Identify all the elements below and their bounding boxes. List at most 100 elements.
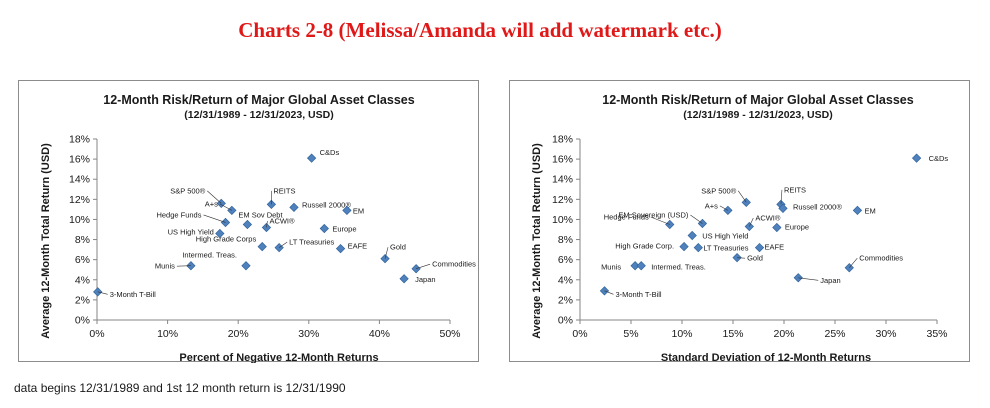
x-axis-label: Percent of Negative 12-Month Returns — [179, 352, 378, 363]
point-intermed-treas — [636, 261, 646, 271]
point-label-s-p-500: S&P 500® — [170, 186, 205, 195]
point-russell-2000 — [289, 202, 299, 213]
plot-area: 0% 2% 4% 6% 8% 10% 12% 14% 16% 18% 0% 5% 10% 15% 20% 25… — [552, 134, 948, 341]
x-tick-label: 50% — [439, 328, 460, 340]
y-tick-label: 18% — [69, 134, 90, 146]
point-label-intermed-treas: Intermed. Treas. — [182, 251, 237, 260]
point-high-grade-corps — [257, 241, 267, 252]
point-label-europe: Europe — [332, 224, 356, 233]
page-title: Charts 2-8 (Melissa/Amanda will add wate… — [238, 18, 722, 42]
y-tick-label: 16% — [552, 154, 573, 166]
leader-line — [690, 214, 703, 224]
plot-area: 0% 2% 4% 6% 8% 10% 12% 14% 16% 18% 0% 10% 20% 30% 40% 5… — [69, 134, 476, 341]
point-label-gold: Gold — [747, 254, 763, 263]
point-label-c-ds: C&Ds — [320, 148, 340, 157]
x-tick-label: 20% — [773, 328, 794, 340]
point-label-europe: Europe — [785, 222, 809, 231]
point-label-3-month-t-bill: 3-Month T-Bill — [615, 290, 661, 299]
leader-line — [416, 263, 431, 270]
chart-title: 12-Month Risk/Return of Major Global Ass… — [602, 93, 913, 107]
point-japan — [399, 274, 409, 284]
y-tick-label: 4% — [75, 274, 90, 286]
scatter-chart-std-dev: 12-Month Risk/Return of Major Global Ass… — [509, 80, 970, 363]
point-russell-2000 — [778, 203, 788, 214]
point-em-sovereign-usd — [697, 218, 708, 229]
x-tick-label: 15% — [722, 328, 743, 340]
point-europe — [772, 222, 782, 233]
point-label-japan: Japan — [415, 275, 435, 284]
y-tick-label: 4% — [558, 274, 573, 286]
point-label-s-p-500: S&P 500® — [701, 186, 736, 195]
point-em — [852, 205, 863, 216]
y-axis-label: Average 12-Month Total Return (USD) — [531, 143, 543, 339]
point-label-3-month-t-bill: 3-Month T-Bill — [110, 290, 156, 299]
x-tick-label: 35% — [926, 328, 947, 340]
point-label-em: EM — [353, 206, 364, 215]
leader-line — [97, 291, 108, 295]
point-em-sov-debt — [242, 219, 253, 230]
x-tick-label: 5% — [623, 328, 638, 340]
y-tick-label: 2% — [75, 294, 90, 306]
point-label-acwi: ACWI® — [269, 216, 295, 225]
leader-line — [207, 190, 222, 204]
point-us-high-yield — [687, 230, 697, 241]
point-label-intermed-treas: Intermed. Treas. — [651, 263, 706, 272]
x-tick-label: 30% — [298, 328, 319, 340]
leader-line — [738, 190, 747, 203]
point-label-hedge-funds: Hedge Funds — [156, 210, 201, 219]
point-c-ds — [911, 153, 922, 163]
point-label-high-grade-corps: High Grade Corps — [196, 235, 257, 244]
point-label-em-sov-debt: EM Sov Debt — [238, 210, 283, 219]
point-label-em-sovereign-usd: EM Sovereign (USD) — [618, 210, 689, 219]
y-tick-label: 10% — [69, 214, 90, 226]
scatter-chart-negative-returns: 12-Month Risk/Return of Major Global Ass… — [18, 80, 479, 363]
leader-line — [176, 265, 191, 267]
point-us-high-yield — [215, 228, 225, 239]
chart-subtitle: (12/31/1989 - 12/31/2023, USD) — [683, 109, 832, 121]
y-tick-label: 8% — [558, 234, 573, 246]
x-tick-label: 0% — [89, 328, 104, 340]
y-tick-label: 0% — [558, 315, 573, 327]
leader-line — [604, 290, 614, 295]
chart-title: 12-Month Risk/Return of Major Global Ass… — [103, 93, 414, 107]
chart-svg-negative-returns: 12-Month Risk/Return of Major Global Ass… — [40, 93, 476, 363]
point-a-s — [227, 205, 237, 216]
y-tick-label: 10% — [552, 214, 573, 226]
y-tick-label: 14% — [552, 174, 573, 186]
point-label-commodities: Commodities — [859, 254, 903, 263]
point-label-em: EM — [864, 206, 875, 215]
y-tick-label: 12% — [69, 194, 90, 206]
point-commodities — [844, 263, 854, 273]
y-tick-label: 6% — [75, 254, 90, 266]
point-3-month-t-bill — [599, 286, 610, 296]
leader-line — [849, 258, 858, 268]
x-tick-label: 10% — [671, 328, 692, 340]
y-tick-label: 12% — [552, 194, 573, 206]
point-s-p-500 — [741, 197, 751, 207]
point-label-lt-treasuries: LT Treasuries — [703, 244, 748, 253]
point-label-a-s: A+s — [205, 199, 218, 208]
leader-line — [203, 214, 226, 223]
point-acwi — [261, 222, 272, 233]
point-eafe — [754, 242, 765, 253]
y-tick-label: 16% — [69, 154, 90, 166]
leader-line — [219, 203, 232, 211]
point-label-hedge-funds: Hedge Funds — [604, 212, 649, 221]
chart-svg-std-dev: 12-Month Risk/Return of Major Global Ass… — [531, 93, 948, 363]
point-label-a-s: A+s — [705, 201, 718, 210]
point-eafe — [335, 243, 346, 254]
point-c-ds — [306, 153, 317, 163]
point-label-japan: Japan — [820, 276, 840, 285]
y-tick-label: 0% — [75, 315, 90, 327]
point-label-commodities: Commodities — [432, 260, 476, 269]
leader-line — [737, 257, 746, 259]
point-label-russell-2000: Russell 2000® — [793, 202, 842, 211]
point-label-eafe: EAFE — [348, 242, 368, 251]
point-lt-treasuries — [693, 242, 703, 253]
x-tick-label: 10% — [157, 328, 178, 340]
point-label-russell-2000: Russell 2000® — [302, 200, 351, 209]
point-label-reits: REITS — [273, 186, 295, 195]
point-label-munis: Munis — [601, 263, 621, 272]
y-tick-label: 14% — [69, 174, 90, 186]
point-label-high-grade-corp: High Grade Corp. — [615, 242, 674, 251]
